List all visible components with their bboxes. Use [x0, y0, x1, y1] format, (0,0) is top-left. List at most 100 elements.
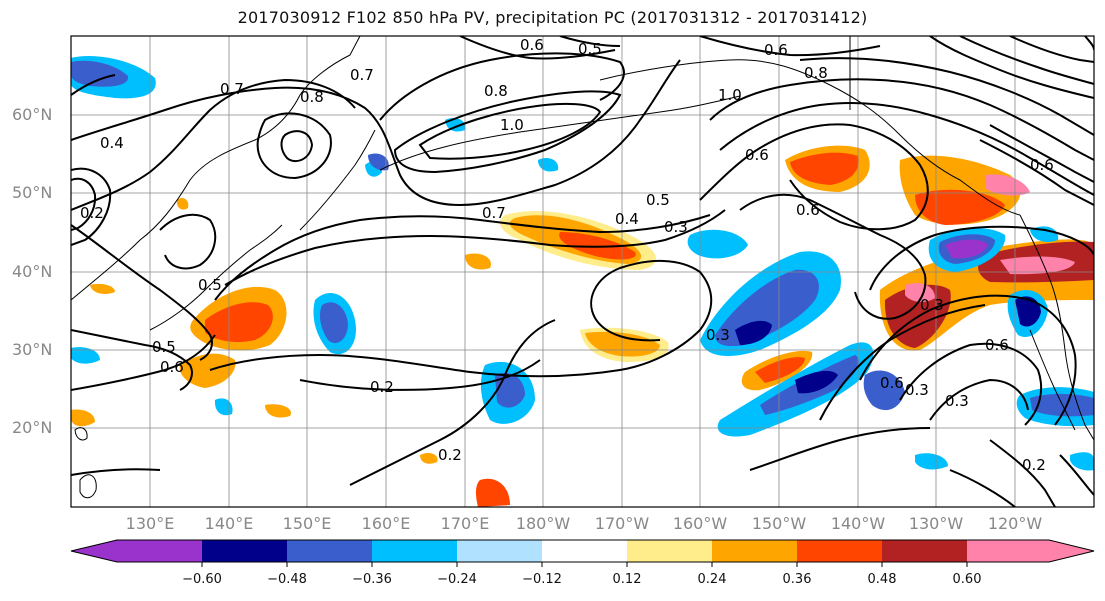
colorbar-tick-label: −0.24 [437, 572, 477, 587]
precip-area [475, 478, 510, 507]
lat-label-40n: 40°N [12, 262, 53, 281]
pv-contour [418, 102, 602, 160]
precip-area [559, 232, 636, 260]
pv-contour [739, 193, 927, 320]
pv-contour [71, 329, 193, 391]
colorbar-outline [70, 539, 1095, 563]
lon-label: 150°W [751, 514, 807, 533]
colorbar-segment [287, 540, 372, 562]
pv-contour [71, 167, 112, 246]
colorbar-segment [712, 540, 797, 562]
lon-label: 120°W [987, 514, 1043, 533]
colorbar [70, 539, 1095, 567]
pv-contour [71, 334, 216, 391]
colorbar-extend-high [1049, 540, 1094, 562]
contour-label: 0.6 [745, 146, 769, 164]
pv-contour [699, 36, 881, 57]
precip-area [1070, 452, 1094, 471]
colorbar-segment [117, 540, 202, 562]
contour-label: 1.0 [718, 86, 742, 104]
pv-contour [929, 36, 1094, 99]
pv-contour [989, 124, 1094, 183]
contour-label: 0.5 [198, 276, 222, 294]
contour-label: 0.2 [1022, 456, 1046, 474]
precip-area [320, 302, 348, 344]
precip-area [985, 174, 1030, 196]
pv-contour [959, 36, 1094, 85]
coastline-japan [149, 224, 283, 331]
contour-label: 0.6 [1030, 156, 1054, 174]
pv-contour [256, 112, 332, 180]
contour-label: 0.6 [796, 201, 820, 219]
precip-area [915, 189, 1005, 225]
precip-area [214, 398, 233, 416]
precip-area [863, 370, 905, 411]
pv-contour [559, 36, 621, 47]
pv-contour [989, 439, 1056, 507]
lat-label-50n: 50°N [12, 183, 53, 202]
lat-label-30n: 30°N [12, 340, 53, 359]
precip-area [71, 347, 100, 364]
pv-contour [1009, 36, 1094, 63]
lat-label-60n: 60°N [12, 105, 53, 124]
pv-contour [71, 59, 681, 207]
lon-label: 160°W [672, 514, 728, 533]
lon-label: 140°W [830, 514, 886, 533]
contour-label: 0.4 [100, 134, 124, 152]
precip-area [71, 60, 129, 87]
lon-label: 130°W [908, 514, 964, 533]
pv-contour [1059, 454, 1094, 496]
precip-area [90, 283, 115, 294]
contour-label: 0.5 [578, 40, 602, 58]
contour-label: 0.4 [615, 210, 639, 228]
pv-contour [709, 78, 1094, 161]
pv-contour [71, 78, 356, 211]
pv-contour [749, 427, 931, 471]
pv-contour [209, 260, 713, 378]
contour-label: 0.7 [220, 80, 244, 98]
precip-area [795, 370, 838, 394]
colorbar-segment [372, 540, 457, 562]
pv-contour [869, 225, 1094, 291]
lon-label: 180°W [515, 514, 571, 533]
colorbar-extend-low [71, 540, 117, 562]
contour-label: 1.0 [500, 116, 524, 134]
lon-label: 140°E [204, 514, 254, 533]
pv-contour [159, 213, 217, 270]
precip-positive [71, 145, 1094, 507]
pv-contour [393, 90, 622, 174]
plot-frame [70, 35, 1095, 508]
pv-contour [71, 224, 213, 361]
coastline-philippines [79, 474, 97, 499]
contour-label: 0.3 [920, 296, 944, 314]
pv-contour [349, 319, 556, 486]
precip-area [1000, 256, 1075, 275]
contour-label: 0.8 [804, 64, 828, 82]
precip-area [368, 153, 389, 171]
precip-area [735, 320, 772, 345]
precip-area [1030, 226, 1059, 242]
precip-area [420, 452, 438, 464]
colorbar-segment [882, 540, 967, 562]
contour-label: 0.6 [764, 41, 788, 59]
precip-area [71, 409, 95, 427]
colorbar-segment [542, 540, 627, 562]
pv-contour [949, 469, 1016, 507]
contour-label: 0.7 [350, 66, 374, 84]
pv-contour [859, 294, 1077, 426]
pv-contour [71, 468, 161, 476]
colorbar-segment [797, 540, 882, 562]
lon-label: 170°W [594, 514, 650, 533]
colorbar-segment [627, 540, 712, 562]
pv-contour [379, 52, 625, 121]
precip-area [265, 404, 291, 418]
precip-area [905, 283, 935, 302]
colorbar-tick-label: 0.24 [697, 572, 727, 587]
coastline-aleutians [379, 95, 741, 171]
lon-label: 160°E [361, 514, 411, 533]
precip-area [179, 353, 236, 388]
precip-area [1015, 296, 1041, 327]
precip-area [205, 302, 273, 343]
precip-area [945, 239, 988, 259]
colorbar-segment [967, 540, 1049, 562]
